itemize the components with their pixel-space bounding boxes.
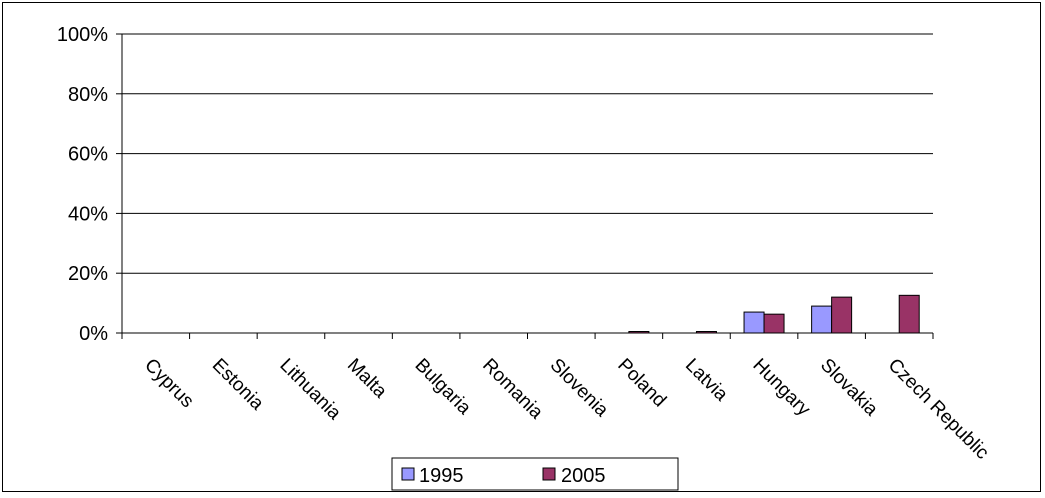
gridlines (122, 33, 933, 274)
bar-1995-hungary (743, 311, 765, 334)
legend-box (391, 457, 679, 491)
legend-swatch-1995 (401, 467, 415, 481)
y-tick-label: 0% (79, 323, 108, 345)
y-axis-ticks: 0% 20% 40% 60% 80% 100% (57, 24, 122, 345)
x-tick-label: Malta (343, 355, 391, 403)
legend-label-2005: 2005 (561, 465, 606, 487)
bar-2005-hungary (763, 313, 785, 334)
y-tick-label: 20% (68, 263, 108, 285)
legend: 1995 2005 (391, 457, 679, 491)
x-tick-label: Slovakia (816, 355, 882, 421)
bar-1995-slovakia (811, 305, 833, 334)
x-tick-label: Czech Republic (884, 355, 993, 464)
y-tick-label: 80% (68, 84, 108, 106)
chart-frame: 0% 20% 40% 60% 80% 100% Cyprus Estonia Lithuani… (2, 2, 1041, 492)
legend-label-1995: 1995 (419, 465, 464, 487)
axes (121, 34, 934, 339)
legend-swatch-2005 (542, 467, 556, 481)
bars (628, 294, 920, 334)
y-tick-label: 40% (68, 203, 108, 225)
x-tick-label: Cyprus (140, 355, 197, 412)
x-tick-label: Lithuania (275, 355, 345, 425)
x-tick-label: Bulgaria (411, 355, 475, 419)
bar-2005-czech-republic (898, 294, 920, 334)
x-tick-label: Estonia (208, 355, 268, 415)
x-tick-label: Hungary (749, 355, 815, 421)
y-tick-label: 100% (57, 24, 108, 46)
x-tick-label: Slovenia (546, 355, 613, 422)
bar-2005-slovakia (831, 296, 853, 334)
bar-chart: 0% 20% 40% 60% 80% 100% Cyprus Estonia Lithuani… (57, 24, 993, 491)
x-tick-label: Poland (613, 355, 670, 412)
y-tick-label: 60% (68, 144, 108, 166)
x-tick-label: Romania (478, 355, 547, 424)
x-tick-label: Latvia (681, 355, 732, 406)
